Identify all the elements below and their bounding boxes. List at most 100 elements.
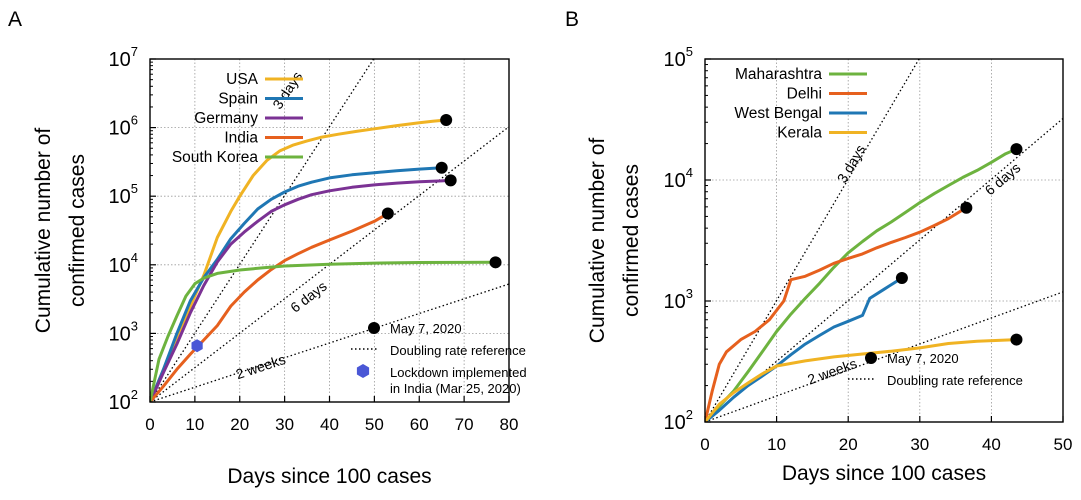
reference-lines xyxy=(705,59,1063,422)
end-marker-dot xyxy=(960,201,973,214)
reference-line-1 xyxy=(150,59,375,402)
legend-label: Germany xyxy=(194,110,258,127)
series-line-kerala xyxy=(705,338,1018,422)
x-tick-label: 40 xyxy=(982,435,1001,454)
legend-label: USA xyxy=(226,71,259,88)
series-line-delhi xyxy=(705,206,968,422)
reference-line-label: 3 days xyxy=(834,142,869,186)
x-tick-label: 0 xyxy=(700,435,709,454)
end-marker-dot xyxy=(1010,333,1023,346)
y-tick-base: 10 xyxy=(109,323,131,345)
y-tick-base: 10 xyxy=(109,255,131,277)
x-axis-label: Days since 100 cases xyxy=(227,465,431,488)
series xyxy=(150,118,497,402)
x-tick-label: 0 xyxy=(145,415,154,434)
legend-dot-icon xyxy=(865,352,877,364)
symbol-legend: May 7, 2020 Doubling rate reference xyxy=(848,351,1023,388)
x-tick-label: 30 xyxy=(275,415,294,434)
x-tick-label: 70 xyxy=(455,415,474,434)
y-axis-label-line2: confirmed cases xyxy=(66,154,89,307)
legend-symbol-label-line2: in India (Mar 25, 2020) xyxy=(390,381,521,396)
y-tick-label: 103 xyxy=(109,318,138,345)
panel-label: B xyxy=(565,8,579,31)
reference-line-2 xyxy=(150,126,509,402)
end-markers xyxy=(381,114,502,269)
y-tick-label: 102 xyxy=(664,407,693,434)
legend-symbol-label: May 7, 2020 xyxy=(887,351,959,366)
legend-label: India xyxy=(224,130,258,147)
y-tick-exponent: 7 xyxy=(131,44,138,59)
y-tick-base: 10 xyxy=(109,392,131,414)
x-axis-label: Days since 100 cases xyxy=(782,462,986,485)
y-tick-base: 10 xyxy=(664,412,686,434)
legend-symbol-label: May 7, 2020 xyxy=(390,321,462,336)
x-tick-label: 10 xyxy=(185,415,204,434)
end-marker-dot xyxy=(1010,143,1023,156)
y-tick-label: 105 xyxy=(109,181,138,208)
y-axis-label-line2: confirmed cases xyxy=(620,164,643,317)
x-tick-label: 80 xyxy=(500,415,519,434)
y-tick-base: 10 xyxy=(109,49,131,71)
lockdown-marker-hexagon xyxy=(191,339,203,353)
y-tick-base: 10 xyxy=(664,291,686,313)
series-line-west-bengal xyxy=(705,276,904,422)
reference-line-label: 3 days xyxy=(269,69,305,112)
y-tick-base: 10 xyxy=(109,186,131,208)
y-tick-label: 102 xyxy=(109,387,138,414)
y-tick-base: 10 xyxy=(664,170,686,192)
plot-frame xyxy=(704,58,1064,423)
end-marker-dot xyxy=(440,114,453,127)
x-tick-label: 40 xyxy=(320,415,339,434)
reference-line-3 xyxy=(150,283,509,402)
y-tick-label: 105 xyxy=(664,44,693,71)
y-tick-exponent: 6 xyxy=(131,113,138,128)
series-line-spain xyxy=(150,166,444,402)
y-tick-label: 106 xyxy=(109,113,138,140)
reference-line-3 xyxy=(705,291,1063,422)
end-marker-dot xyxy=(895,271,908,284)
x-tick-label: 20 xyxy=(839,435,858,454)
y-axis-label-line1: Cumulative number of xyxy=(32,128,55,334)
series-line-maharashtra xyxy=(705,147,1018,422)
legend-label: Kerala xyxy=(777,125,822,142)
reference-line-label: 6 days xyxy=(287,278,329,316)
y-tick-exponent: 4 xyxy=(131,250,138,265)
series xyxy=(705,147,1018,422)
y-tick-label: 104 xyxy=(664,165,693,192)
symbol-legend: May 7, 2020 Doubling rate reference Lockdo… xyxy=(351,321,527,396)
end-marker-dot xyxy=(435,161,448,174)
x-tick-label: 30 xyxy=(910,435,929,454)
y-axis-label-line1: Cumulative number of xyxy=(586,138,609,344)
legend-symbol-label: Doubling rate reference xyxy=(887,373,1023,388)
end-markers xyxy=(895,143,1023,346)
x-tick-label: 10 xyxy=(767,435,786,454)
x-tick-label: 50 xyxy=(1054,435,1073,454)
y-tick-exponent: 5 xyxy=(131,181,138,196)
reference-lines xyxy=(150,59,509,402)
legend-hexagon-icon xyxy=(356,364,370,378)
series-legend: Maharashtra Delhi West Bengal Kerala xyxy=(734,66,867,142)
reference-line-label: 2 weeks xyxy=(234,351,288,382)
y-tick-exponent: 4 xyxy=(686,165,693,180)
y-tick-exponent: 3 xyxy=(131,318,138,333)
legend-label: Maharashtra xyxy=(735,66,822,83)
y-tick-exponent: 2 xyxy=(131,387,138,402)
x-tick-label: 20 xyxy=(230,415,249,434)
legend-symbol-label: Lockdown implemented xyxy=(390,365,527,380)
y-tick-label: 104 xyxy=(109,250,138,277)
end-marker-dot xyxy=(489,256,502,269)
y-tick-exponent: 3 xyxy=(686,286,693,301)
series-line-south-korea xyxy=(150,260,497,402)
y-tick-exponent: 5 xyxy=(686,44,693,59)
legend-label: West Bengal xyxy=(734,105,822,122)
y-tick-base: 10 xyxy=(109,118,131,140)
end-marker-dot xyxy=(381,207,394,220)
legend-dot-icon xyxy=(368,322,380,334)
end-marker-dot xyxy=(444,174,457,187)
series-line-india xyxy=(150,212,390,402)
x-tick-label: 60 xyxy=(410,415,429,434)
series-line-germany xyxy=(150,178,453,402)
